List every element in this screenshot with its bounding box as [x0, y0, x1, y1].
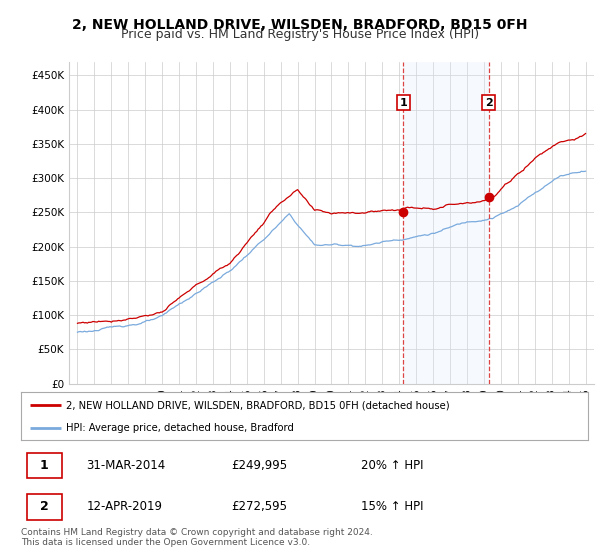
Text: 1: 1 [40, 459, 49, 472]
Bar [403, 62, 489, 384]
Text: Price paid vs. HM Land Registry's House Price Index (HPI): Price paid vs. HM Land Registry's House … [121, 28, 479, 41]
Text: 2: 2 [485, 97, 493, 108]
Text: £272,595: £272,595 [231, 501, 287, 514]
Text: 20% ↑ HPI: 20% ↑ HPI [361, 459, 424, 472]
Text: 31-MAR-2014: 31-MAR-2014 [86, 459, 166, 472]
Text: 15% ↑ HPI: 15% ↑ HPI [361, 501, 424, 514]
Text: Contains HM Land Registry data © Crown copyright and database right 2024.
This d: Contains HM Land Registry data © Crown c… [21, 528, 373, 547]
Text: 2: 2 [40, 501, 49, 514]
Text: 1: 1 [400, 97, 407, 108]
FancyBboxPatch shape [26, 494, 62, 520]
Text: £249,995: £249,995 [231, 459, 287, 472]
Text: 2, NEW HOLLAND DRIVE, WILSDEN, BRADFORD, BD15 0FH (detached house): 2, NEW HOLLAND DRIVE, WILSDEN, BRADFORD,… [67, 400, 450, 410]
FancyBboxPatch shape [26, 452, 62, 478]
Text: 12-APR-2019: 12-APR-2019 [86, 501, 162, 514]
Text: HPI: Average price, detached house, Bradford: HPI: Average price, detached house, Brad… [67, 423, 294, 433]
Text: 2, NEW HOLLAND DRIVE, WILSDEN, BRADFORD, BD15 0FH: 2, NEW HOLLAND DRIVE, WILSDEN, BRADFORD,… [72, 18, 528, 32]
